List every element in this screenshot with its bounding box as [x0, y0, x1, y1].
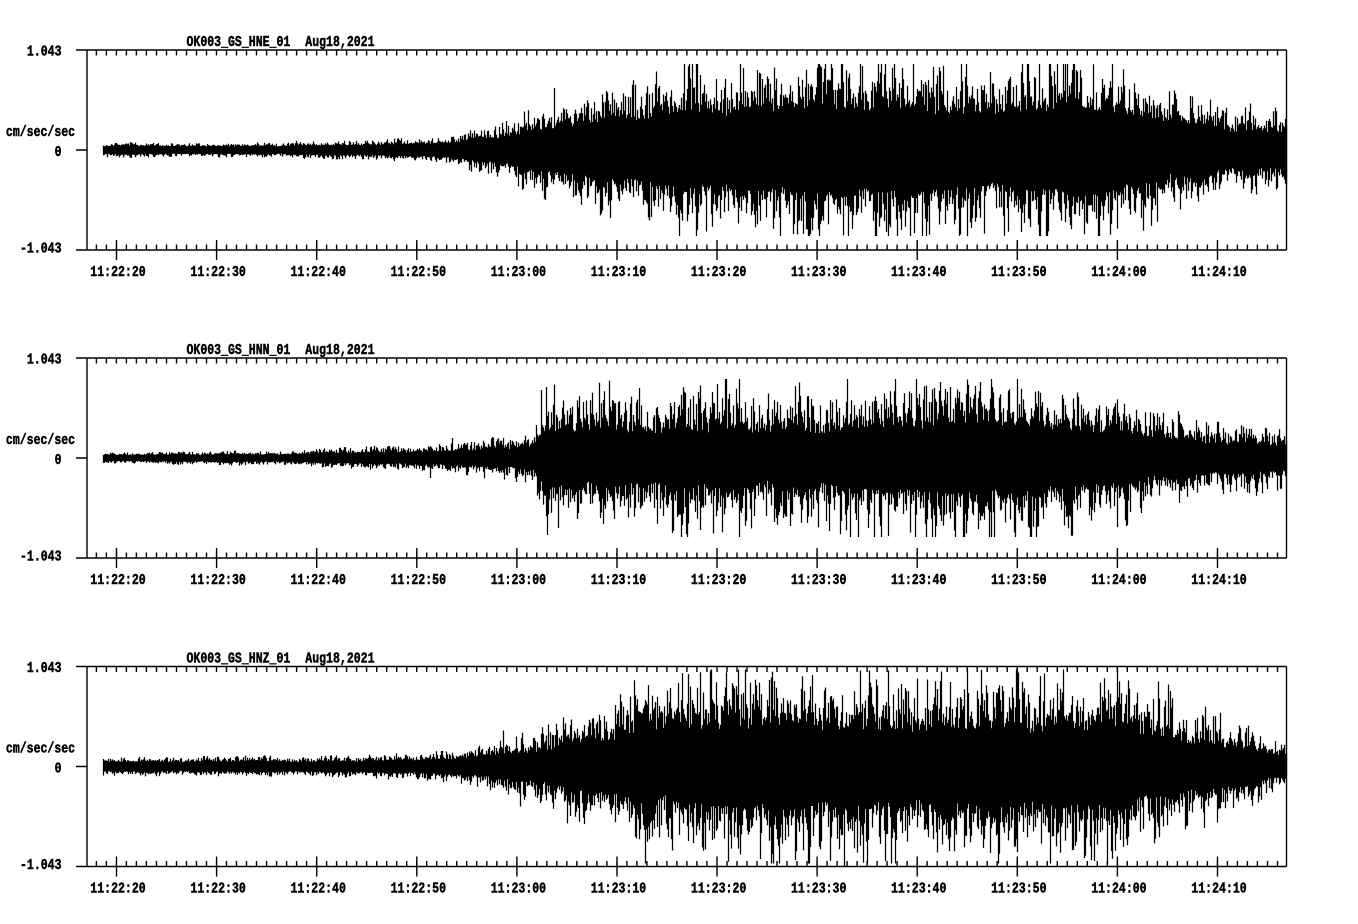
svg-text:11:23:40: 11:23:40 [891, 881, 946, 898]
svg-text:11:22:50: 11:22:50 [391, 264, 446, 281]
svg-text:11:23:50: 11:23:50 [991, 572, 1046, 589]
svg-text:Aug18,2021: Aug18,2021 [305, 34, 374, 51]
svg-text:Aug18,2021: Aug18,2021 [305, 651, 374, 668]
svg-text:OK003_GS_HNZ_01: OK003_GS_HNZ_01 [187, 651, 291, 668]
svg-text:11:22:40: 11:22:40 [291, 572, 346, 589]
svg-text:11:23:40: 11:23:40 [891, 264, 946, 281]
svg-text:11:22:20: 11:22:20 [90, 881, 145, 898]
svg-text:0: 0 [55, 761, 62, 778]
svg-text:cm/sec/sec: cm/sec/sec [6, 741, 75, 758]
svg-text:cm/sec/sec: cm/sec/sec [6, 124, 75, 141]
svg-text:11:23:10: 11:23:10 [591, 881, 646, 898]
svg-text:cm/sec/sec: cm/sec/sec [6, 432, 75, 449]
svg-text:11:22:40: 11:22:40 [291, 881, 346, 898]
svg-text:11:23:00: 11:23:00 [491, 264, 546, 281]
svg-text:OK003_GS_HNE_01: OK003_GS_HNE_01 [187, 34, 291, 51]
svg-text:11:22:20: 11:22:20 [90, 264, 145, 281]
svg-text:11:23:00: 11:23:00 [491, 881, 546, 898]
svg-text:11:23:20: 11:23:20 [691, 264, 746, 281]
svg-text:11:24:10: 11:24:10 [1191, 264, 1246, 281]
svg-text:0: 0 [55, 144, 62, 161]
svg-text:11:23:30: 11:23:30 [791, 572, 846, 589]
svg-text:-1.043: -1.043 [20, 241, 62, 258]
svg-text:11:23:30: 11:23:30 [791, 881, 846, 898]
svg-text:Aug18,2021: Aug18,2021 [305, 342, 374, 359]
svg-text:11:24:00: 11:24:00 [1091, 572, 1146, 589]
svg-text:11:23:50: 11:23:50 [991, 264, 1046, 281]
svg-text:11:23:50: 11:23:50 [991, 881, 1046, 898]
svg-text:11:24:00: 11:24:00 [1091, 264, 1146, 281]
svg-text:1.043: 1.043 [27, 660, 62, 677]
svg-text:OK003_GS_HNN_01: OK003_GS_HNN_01 [187, 342, 291, 359]
svg-text:11:23:00: 11:23:00 [491, 572, 546, 589]
svg-text:11:23:20: 11:23:20 [691, 572, 746, 589]
svg-text:11:22:20: 11:22:20 [90, 572, 145, 589]
svg-text:11:22:50: 11:22:50 [391, 572, 446, 589]
svg-text:11:22:30: 11:22:30 [190, 881, 245, 898]
svg-text:1.043: 1.043 [27, 351, 62, 368]
svg-text:0: 0 [55, 452, 62, 469]
svg-text:11:23:20: 11:23:20 [691, 881, 746, 898]
svg-text:11:22:30: 11:22:30 [190, 264, 245, 281]
svg-text:11:23:10: 11:23:10 [591, 572, 646, 589]
svg-text:11:24:00: 11:24:00 [1091, 881, 1146, 898]
svg-text:11:24:10: 11:24:10 [1191, 572, 1246, 589]
svg-text:11:22:40: 11:22:40 [291, 264, 346, 281]
svg-text:11:23:10: 11:23:10 [591, 264, 646, 281]
svg-text:11:23:30: 11:23:30 [791, 264, 846, 281]
svg-text:-1.043: -1.043 [20, 857, 62, 874]
svg-text:-1.043: -1.043 [20, 549, 62, 566]
svg-text:11:22:30: 11:22:30 [190, 572, 245, 589]
svg-text:11:22:50: 11:22:50 [391, 881, 446, 898]
svg-text:1.043: 1.043 [27, 43, 62, 60]
svg-text:11:24:10: 11:24:10 [1191, 881, 1246, 898]
svg-text:11:23:40: 11:23:40 [891, 572, 946, 589]
